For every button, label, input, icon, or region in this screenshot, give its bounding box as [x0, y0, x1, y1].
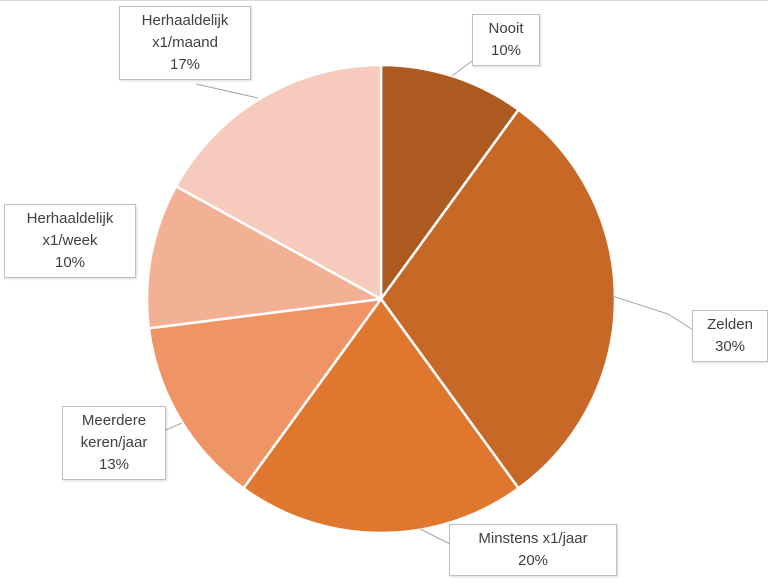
pie-slice-herhaaldelijk-x1-week	[145, 185, 383, 330]
pie-slice-minstens-x1-jaar	[242, 297, 520, 535]
slices-layer	[145, 63, 617, 535]
slice-label-percent: 20%	[517, 552, 549, 569]
slice-label-name: Zelden	[707, 316, 753, 333]
leader-line-minstens-x1-jaar	[419, 528, 451, 545]
pie-slice-meerdere-keren-jaar	[147, 297, 383, 490]
slice-label-meerdere-keren-jaar: Meerdere keren/jaar 13%	[62, 406, 166, 480]
slice-label-name-line-1: Meerdere	[81, 412, 147, 429]
slice-label-name-line-2: keren/jaar	[80, 434, 148, 451]
slice-label-percent: 10%	[490, 42, 522, 59]
slice-label-minstens-x1-jaar: Minstens x1/jaar 20%	[449, 524, 617, 576]
leader-lines-layer	[165, 57, 694, 545]
slice-label-name-line-2: x1/maand	[152, 34, 218, 51]
slice-label-nooit: Nooit 10%	[472, 14, 540, 66]
pie-slice-nooit	[379, 63, 520, 301]
slice-label-herhaaldelijk-x1-maand: Herhaaldelijk x1/maand 17%	[119, 6, 251, 80]
leader-line-meerdere-keren-jaar	[165, 422, 183, 431]
slice-label-percent: 30%	[714, 338, 746, 355]
slice-label-name: Minstens x1/jaar	[478, 530, 588, 547]
slice-label-name-line-1: Herhaaldelijk	[141, 12, 229, 29]
slice-label-herhaaldelijk-x1-week: Herhaaldelijk x1/week 10%	[4, 204, 136, 278]
leader-line-zelden	[611, 295, 694, 331]
slice-label-zelden: Zelden 30%	[692, 310, 768, 362]
pie-slice-zelden	[379, 108, 617, 490]
slice-label-name: Nooit	[488, 20, 524, 37]
slice-label-name-line-1: Herhaaldelijk	[26, 210, 114, 227]
slice-label-percent: 13%	[98, 456, 130, 473]
slice-label-percent: 17%	[169, 56, 201, 73]
slice-label-name-line-2: x1/week	[42, 232, 98, 249]
leader-line-herhaaldelijk-x1-maand	[195, 83, 259, 99]
slice-label-percent: 10%	[54, 254, 86, 271]
pie-slice-herhaaldelijk-x1-maand	[174, 63, 383, 301]
